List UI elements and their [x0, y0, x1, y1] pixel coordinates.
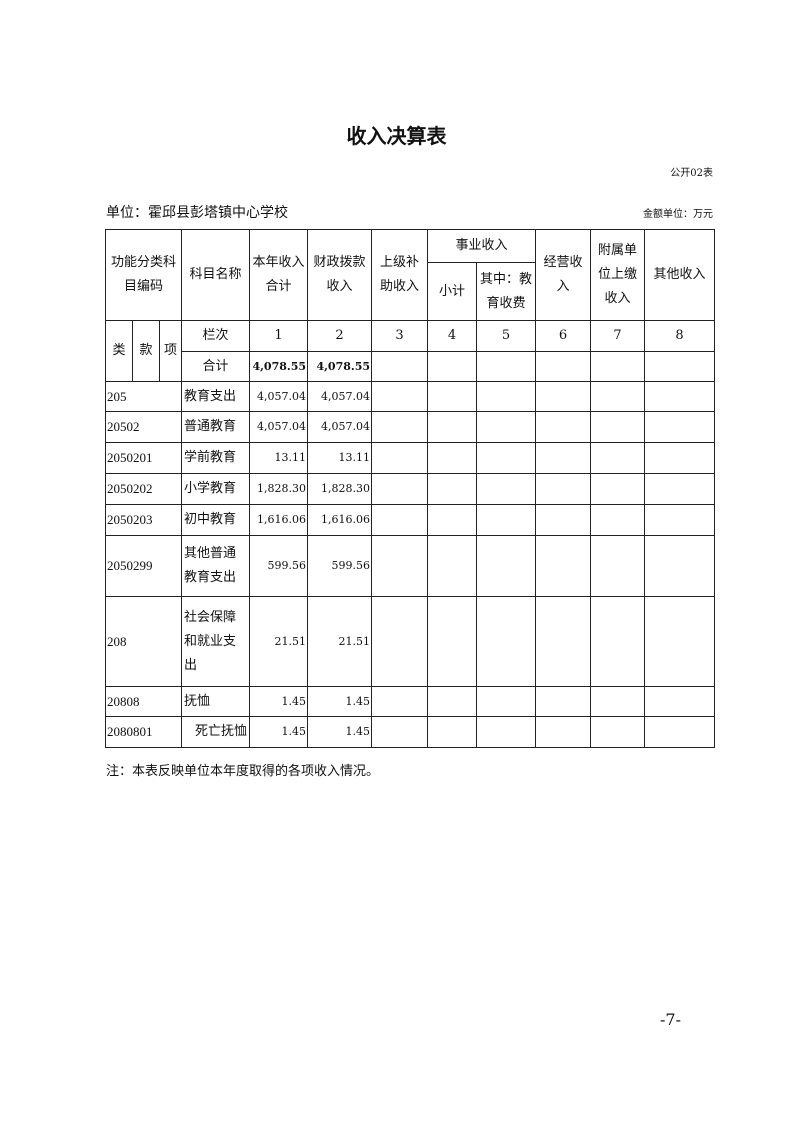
- row-name: 学前教育: [181, 442, 251, 474]
- row-total: 1.45: [249, 716, 309, 748]
- row-fiscal: 4,057.04: [307, 411, 373, 443]
- table-row: 2050203 初中教育 1,616.06 1,616.06: [104, 504, 716, 536]
- col-number: 1: [249, 320, 309, 352]
- row-name: 死亡抚恤: [181, 716, 251, 748]
- row-fiscal: 599.56: [307, 535, 373, 597]
- row-total: 1,616.06: [249, 504, 309, 536]
- row-code: 205: [104, 381, 183, 412]
- header-other: 其他收入: [644, 229, 716, 321]
- col-number: 7: [590, 320, 646, 352]
- row-name: 小学教育: [181, 473, 251, 505]
- row-total: 4,057.04: [249, 381, 309, 412]
- header-affiliated: 附属单位上缴收入: [590, 229, 646, 321]
- page-title: 收入决算表: [346, 124, 447, 148]
- row-name: 抚恤: [181, 686, 251, 717]
- table-row: 2080801 死亡抚恤 1.45 1.45: [104, 716, 716, 748]
- row-total: 4,057.04: [249, 411, 309, 443]
- row-fiscal: 1,616.06: [307, 504, 373, 536]
- header-col-index: 栏次: [181, 320, 251, 352]
- row-code: 20808: [104, 686, 183, 717]
- row-fiscal: 1.45: [307, 686, 373, 717]
- header-xiang: 项: [158, 320, 183, 382]
- header-subtotal: 小计: [427, 262, 478, 321]
- col-number: 2: [307, 320, 373, 352]
- money-unit: 金额单位：万元: [643, 209, 713, 220]
- table-row: 2050299 其他普通教育支出 599.56 599.56: [104, 535, 716, 597]
- total-row: 合计 4,078.55 4,078.55: [106, 351, 716, 382]
- row-code: 208: [104, 596, 183, 687]
- col-number: 3: [371, 320, 429, 352]
- row-code: 2080801: [104, 716, 183, 748]
- row-code: 2050299: [104, 535, 183, 597]
- row-fiscal: 21.51: [307, 596, 373, 687]
- row-fiscal: 1.45: [307, 716, 373, 748]
- row-name: 社会保障和就业支出: [181, 596, 251, 687]
- table-row: 205 教育支出 4,057.04 4,057.04: [104, 381, 716, 412]
- row-code: 2050202: [104, 473, 183, 505]
- row-total: 1,828.30: [249, 473, 309, 505]
- header-lei: 类: [105, 320, 133, 382]
- total-value: 4,078.55: [249, 351, 309, 382]
- row-fiscal: 1,828.30: [307, 473, 373, 505]
- col-number: 6: [535, 320, 592, 352]
- total-label: 合计: [181, 351, 251, 382]
- row-name: 初中教育: [181, 504, 251, 536]
- row-fiscal: 4,057.04: [307, 381, 373, 412]
- table-row: 2050201 学前教育 13.11 13.11: [104, 442, 716, 474]
- col-number: 8: [644, 320, 716, 352]
- row-total: 599.56: [249, 535, 309, 597]
- header-name: 科目名称: [181, 229, 251, 321]
- table-row: 20502 普通教育 4,057.04 4,057.04: [104, 411, 716, 443]
- row-name: 其他普通教育支出: [181, 535, 251, 597]
- header-operating: 经营收入: [535, 229, 592, 321]
- page-number: -7-: [660, 1010, 681, 1029]
- row-total: 13.11: [249, 442, 309, 474]
- header-edu-fee: 其中：教育收费: [476, 262, 537, 321]
- header-kuan: 款: [132, 320, 160, 382]
- total-fiscal: 4,078.55: [307, 351, 373, 382]
- row-name: 普通教育: [181, 411, 251, 443]
- header-superior: 上级补助收入: [371, 229, 429, 321]
- income-table: 功能分类科目编码 科目名称 本年收入合计 财政拨款收入 上级补助收入 事业收入 …: [104, 229, 716, 748]
- table-row: 2050202 小学教育 1,828.30 1,828.30: [104, 473, 716, 505]
- row-code: 20502: [104, 411, 183, 443]
- unit-label: 单位：霍邱县彭塔镇中心学校: [106, 205, 288, 221]
- col-number: 4: [427, 320, 478, 352]
- row-code: 2050203: [104, 504, 183, 536]
- header-business: 事业收入: [427, 229, 537, 263]
- row-total: 1.45: [249, 686, 309, 717]
- row-fiscal: 13.11: [307, 442, 373, 474]
- header-code: 功能分类科目编码: [104, 229, 183, 321]
- header-total: 本年收入合计: [249, 229, 309, 321]
- table-note: 注：本表反映单位本年度取得的各项收入情况。: [106, 764, 380, 779]
- table-row: 208 社会保障和就业支出 21.51 21.51: [104, 596, 716, 687]
- row-name: 教育支出: [181, 381, 251, 412]
- header-fiscal: 财政拨款收入: [307, 229, 373, 321]
- form-number: 公开02表: [670, 168, 713, 179]
- table-row: 20808 抚恤 1.45 1.45: [104, 686, 716, 717]
- row-code: 2050201: [104, 442, 183, 474]
- col-number: 5: [476, 320, 537, 352]
- row-total: 21.51: [249, 596, 309, 687]
